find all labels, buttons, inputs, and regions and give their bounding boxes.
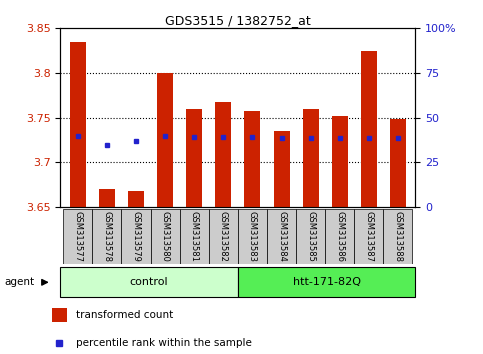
- Bar: [128, 191, 144, 207]
- Bar: [238, 267, 415, 297]
- FancyBboxPatch shape: [209, 209, 238, 264]
- Text: agent: agent: [5, 277, 35, 287]
- Text: GSM313580: GSM313580: [161, 211, 170, 261]
- Text: GSM313577: GSM313577: [73, 211, 82, 262]
- Text: GSM313586: GSM313586: [335, 211, 344, 262]
- FancyBboxPatch shape: [354, 209, 384, 264]
- FancyBboxPatch shape: [325, 209, 354, 264]
- Bar: [273, 131, 289, 207]
- Text: GSM313578: GSM313578: [102, 211, 112, 262]
- FancyBboxPatch shape: [63, 209, 92, 264]
- Text: GSM313584: GSM313584: [277, 211, 286, 261]
- Bar: [332, 116, 348, 207]
- Text: GSM313585: GSM313585: [306, 211, 315, 261]
- FancyBboxPatch shape: [122, 209, 151, 264]
- Bar: [361, 51, 377, 207]
- FancyBboxPatch shape: [384, 209, 412, 264]
- Bar: [244, 110, 260, 207]
- Bar: [157, 73, 173, 207]
- FancyBboxPatch shape: [267, 209, 296, 264]
- Bar: [52, 308, 68, 322]
- Text: GSM313583: GSM313583: [248, 211, 257, 262]
- Bar: [215, 102, 231, 207]
- Bar: [60, 267, 238, 297]
- FancyBboxPatch shape: [238, 209, 267, 264]
- Text: control: control: [130, 277, 169, 287]
- Text: percentile rank within the sample: percentile rank within the sample: [76, 338, 252, 348]
- Title: GDS3515 / 1382752_at: GDS3515 / 1382752_at: [165, 14, 311, 27]
- Bar: [70, 42, 86, 207]
- Text: transformed count: transformed count: [76, 310, 174, 320]
- Text: GSM313581: GSM313581: [190, 211, 199, 261]
- FancyBboxPatch shape: [296, 209, 325, 264]
- Bar: [186, 109, 202, 207]
- FancyBboxPatch shape: [180, 209, 209, 264]
- FancyBboxPatch shape: [151, 209, 180, 264]
- Bar: [303, 109, 319, 207]
- Bar: [390, 120, 406, 207]
- FancyBboxPatch shape: [92, 209, 122, 264]
- Text: GSM313587: GSM313587: [364, 211, 373, 262]
- Text: htt-171-82Q: htt-171-82Q: [293, 277, 361, 287]
- Text: GSM313579: GSM313579: [131, 211, 141, 261]
- Text: GSM313582: GSM313582: [219, 211, 228, 261]
- Bar: [99, 189, 115, 207]
- Text: GSM313588: GSM313588: [394, 211, 402, 262]
